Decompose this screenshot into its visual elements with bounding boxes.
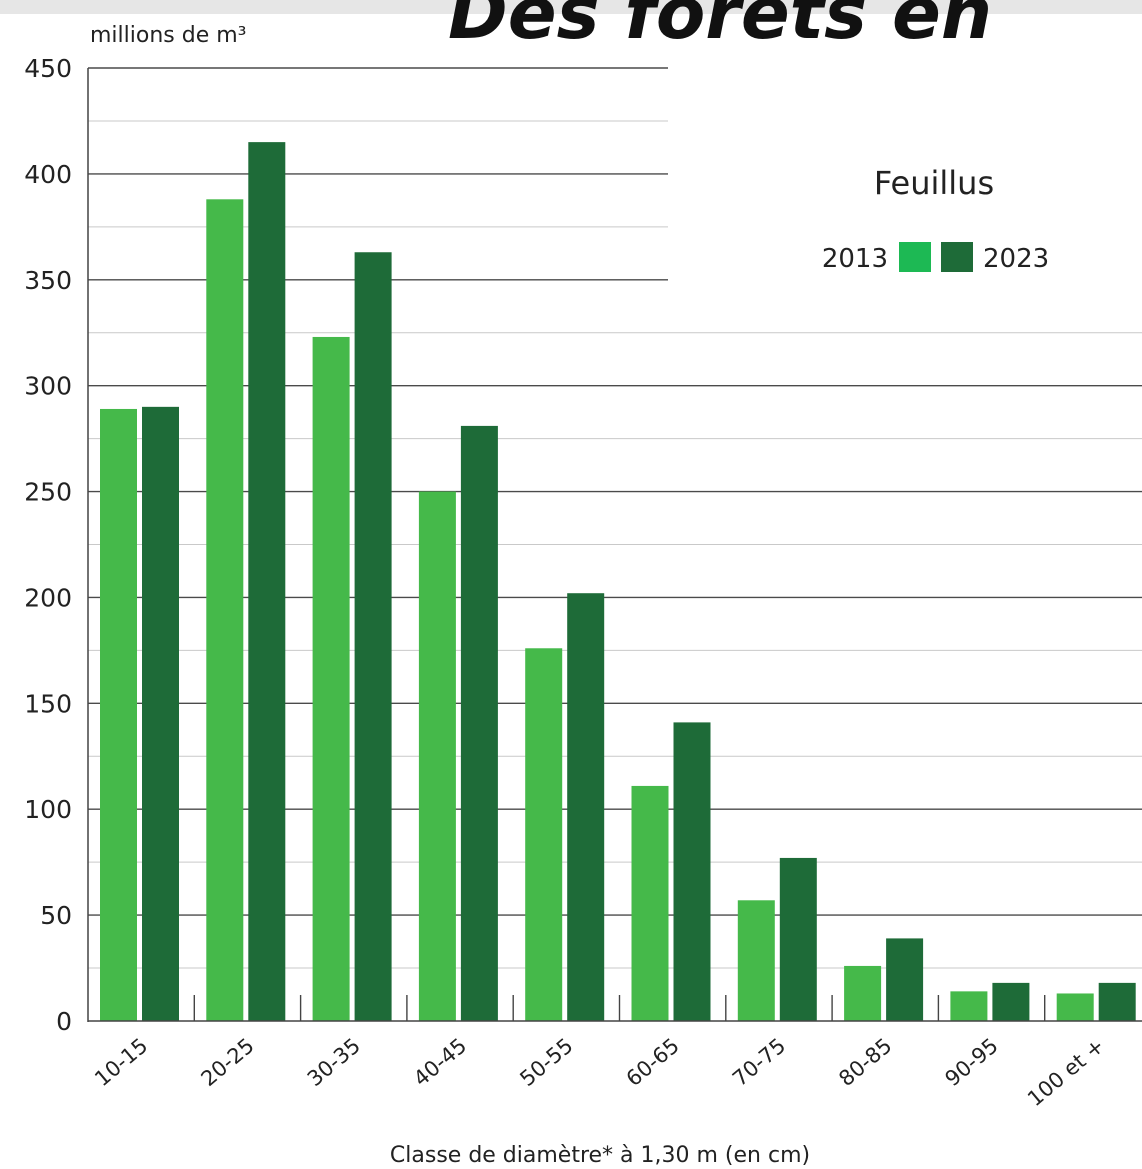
bar-2023-60-65: [673, 722, 711, 1021]
y-tick-label: 100: [24, 795, 72, 824]
y-axis-label: millions de m³: [90, 23, 246, 48]
x-tick-label: 10-15: [90, 1033, 152, 1091]
bar-2013-70-75: [737, 900, 775, 1021]
bar-2023-80-85: [886, 938, 924, 1021]
bar-2023-30-35: [354, 252, 392, 1021]
y-tick-label: 150: [24, 689, 72, 718]
y-tick-label: 0: [56, 1007, 72, 1036]
x-tick-label: 50-55: [515, 1033, 577, 1091]
x-tick-label: 40-45: [409, 1033, 471, 1091]
bar-2013-10-15: [100, 408, 137, 1021]
legend-title: Feuillus: [874, 164, 994, 202]
x-tick-label: 100 et +: [1023, 1033, 1109, 1111]
bar-2023-70-75: [779, 857, 817, 1021]
bar-2023-10-15: [142, 406, 179, 1021]
y-tick-label: 200: [24, 583, 72, 612]
bar-2013-40-45: [418, 491, 456, 1021]
y-tick-labels: 0 50 100 150 200 250 300 350 400 450: [24, 54, 72, 1036]
legend-label-2013: 2013: [822, 244, 888, 274]
gridlines: [88, 67, 1142, 1021]
y-tick-label: 250: [24, 478, 72, 507]
y-tick-label: 350: [24, 266, 72, 295]
y-tick-label: 50: [40, 901, 72, 930]
bar-2013-50-55: [525, 648, 563, 1021]
bar-2013-80-85: [844, 965, 882, 1021]
x-tick-label: 20-25: [196, 1033, 258, 1091]
x-tick-labels: 10-15 20-25 30-35 40-45 50-55 60-65 70-75 80-85…: [90, 1033, 1109, 1111]
bar-2013-30-35: [312, 336, 350, 1021]
y-tick-label: 450: [24, 54, 72, 83]
legend-swatch-2013: [899, 242, 931, 272]
legend: 2013 2023: [822, 242, 1049, 274]
bar-2023-90-95: [992, 982, 1030, 1021]
y-tick-label: 400: [24, 160, 72, 189]
top-strip: [0, 0, 1142, 14]
x-axis-label: Classe de diamètre* à 1,30 m (en cm): [390, 1143, 810, 1168]
axes: [87, 68, 1142, 1022]
x-tick-label: 70-75: [728, 1033, 790, 1091]
bar-2013-100-et-+: [1056, 993, 1094, 1021]
x-tick-label: 30-35: [303, 1033, 365, 1091]
x-tick-label: 60-65: [622, 1033, 684, 1091]
bar-2013-90-95: [950, 991, 988, 1021]
x-tick-label: 80-85: [834, 1033, 896, 1091]
legend-swatch-2023: [941, 242, 973, 272]
x-tick-label: 90-95: [941, 1033, 1003, 1091]
bar-2013-60-65: [631, 785, 669, 1021]
bars: [100, 142, 1136, 1022]
legend-label-2023: 2023: [983, 244, 1049, 274]
header-title: Des forêts en: [448, 0, 992, 55]
bar-2023-40-45: [460, 425, 498, 1022]
y-tick-label: 300: [24, 372, 72, 401]
bar-2023-100-et-+: [1098, 982, 1136, 1021]
bar-2023-50-55: [567, 593, 605, 1021]
bar-2023-20-25: [248, 142, 286, 1022]
bar-2013-20-25: [206, 199, 244, 1021]
